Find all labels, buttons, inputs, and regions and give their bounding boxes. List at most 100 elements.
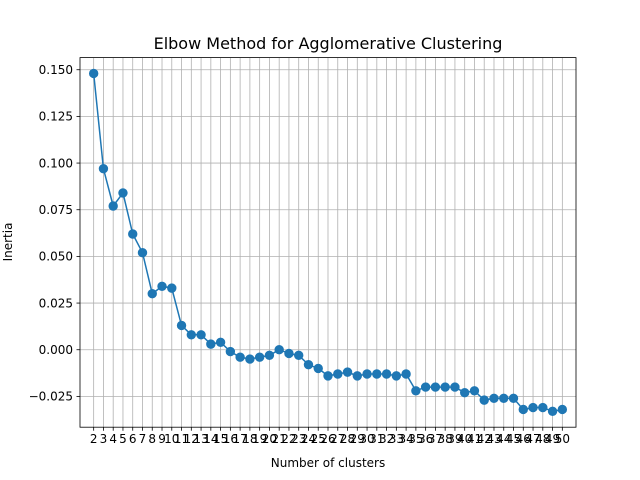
- grid: [80, 57, 576, 428]
- x-tick-label: 49: [545, 432, 560, 446]
- series-layer: [88, 68, 568, 417]
- data-point: [508, 393, 519, 403]
- x-tick-label: 28: [340, 432, 355, 446]
- data-point: [557, 404, 568, 415]
- data-point: [440, 382, 450, 392]
- x-tick-label: 22: [281, 432, 296, 446]
- data-point: [323, 371, 333, 381]
- data-point: [547, 406, 558, 417]
- x-tick-label: 30: [359, 432, 374, 446]
- x-tick-label: 6: [129, 432, 137, 446]
- y-tick-label: 0.050: [39, 250, 73, 264]
- chart-title: Elbow Method for Agglomerative Clusterin…: [154, 34, 503, 53]
- data-point: [147, 289, 157, 299]
- y-tick-label: 0.100: [39, 156, 73, 170]
- data-point: [128, 229, 138, 239]
- x-tick-label: 43: [486, 432, 501, 446]
- x-tick-label: 39: [447, 432, 462, 446]
- x-tick-label: 36: [418, 432, 433, 446]
- data-point: [489, 393, 499, 403]
- x-tick-label: 13: [193, 432, 208, 446]
- data-point: [274, 345, 284, 355]
- data-point: [88, 68, 99, 79]
- data-point: [206, 339, 216, 349]
- x-tick-label: 46: [516, 432, 531, 446]
- x-tick-label: 3: [100, 432, 108, 446]
- x-tick-label: 37: [428, 432, 443, 446]
- x-tick-label: 8: [148, 432, 156, 446]
- x-tick-label: 16: [223, 432, 238, 446]
- x-tick-label: 26: [320, 432, 335, 446]
- data-point: [499, 393, 509, 403]
- x-tick-label: 14: [203, 432, 218, 446]
- y-tick-label: 0.000: [39, 343, 73, 357]
- x-tick-label: 32: [379, 432, 394, 446]
- x-tick-label: 4: [109, 432, 117, 446]
- x-tick-label: 31: [369, 432, 384, 446]
- x-tick-label: 18: [242, 432, 257, 446]
- data-point: [362, 369, 372, 379]
- x-tick-label: 45: [506, 432, 521, 446]
- axis-ticks: 2 3 4 5 6 7 8 910111213141516171819202122232425…: [29, 63, 570, 446]
- data-point: [108, 201, 118, 211]
- x-tick-label: 35: [408, 432, 423, 446]
- data-point: [225, 346, 236, 357]
- x-tick-label: 19: [252, 432, 267, 446]
- x-tick-label: 10: [164, 432, 179, 446]
- data-point: [538, 402, 548, 413]
- data-point: [118, 188, 128, 198]
- data-point: [459, 387, 470, 398]
- data-point: [196, 330, 206, 340]
- data-point: [518, 404, 528, 415]
- data-point: [245, 354, 255, 364]
- data-point: [313, 363, 323, 374]
- x-tick-label: 27: [330, 432, 345, 446]
- y-tick-label: 0.150: [39, 63, 73, 77]
- x-tick-label: 11: [174, 432, 189, 446]
- data-point: [342, 367, 353, 377]
- data-point: [167, 283, 177, 293]
- data-point: [137, 247, 148, 258]
- data-point: [352, 371, 362, 381]
- data-point: [303, 359, 314, 370]
- x-tick-label: 24: [301, 432, 316, 446]
- data-point: [157, 281, 167, 291]
- data-point: [215, 337, 226, 347]
- x-tick-label: 47: [525, 432, 540, 446]
- data-point: [264, 350, 275, 361]
- data-point: [186, 330, 197, 340]
- data-point: [430, 382, 441, 392]
- x-tick-label: 5: [119, 432, 127, 446]
- x-axis-label: Number of clusters: [271, 456, 385, 470]
- y-tick-label: 0.075: [39, 203, 73, 217]
- data-point: [176, 320, 187, 331]
- x-tick-label: 44: [496, 432, 511, 446]
- data-point: [401, 369, 411, 379]
- data-point: [235, 352, 245, 362]
- x-tick-label: 12: [184, 432, 199, 446]
- x-tick-label: 21: [272, 432, 287, 446]
- x-tick-label: 7: [139, 432, 147, 446]
- x-tick-label: 29: [350, 432, 365, 446]
- data-point: [528, 402, 538, 413]
- data-point: [450, 382, 460, 392]
- x-tick-label: 9: [158, 432, 166, 446]
- y-tick-label: 0.025: [39, 296, 73, 310]
- x-tick-label: 25: [311, 432, 326, 446]
- data-point: [381, 369, 392, 379]
- data-point: [411, 386, 421, 396]
- y-tick-label: 0.125: [39, 110, 73, 124]
- data-point: [333, 369, 343, 379]
- x-tick-label: 41: [467, 432, 482, 446]
- data-point: [254, 352, 265, 362]
- data-point: [469, 386, 480, 396]
- data-point: [391, 371, 402, 381]
- x-tick-label: 20: [262, 432, 277, 446]
- data-point: [479, 395, 489, 405]
- x-tick-label: 33: [389, 432, 404, 446]
- plot-frame: [79, 57, 577, 428]
- y-axis-label: Inertia: [1, 223, 15, 262]
- data-point: [98, 163, 109, 174]
- y-tick-label: −0.025: [29, 390, 73, 404]
- data-point: [284, 348, 294, 359]
